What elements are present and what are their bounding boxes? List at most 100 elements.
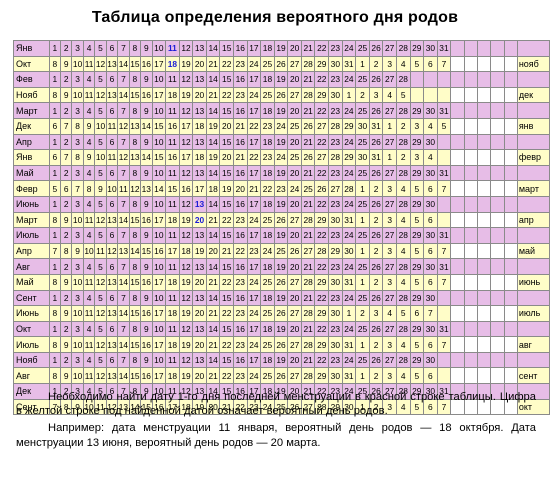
day-cell: 9 [140, 71, 153, 88]
day-cell: 23 [328, 71, 343, 88]
day-cell: 3 [71, 71, 84, 88]
day-cell: 29 [314, 336, 330, 353]
day-cell [436, 195, 452, 213]
day-cell: 27 [382, 71, 397, 88]
day-cell: 23 [233, 367, 248, 385]
day-cell [503, 273, 518, 291]
day-cell: 4 [82, 71, 96, 88]
day-cell: 10 [151, 289, 167, 307]
day-cell: 27 [382, 102, 397, 119]
day-cell: 7 [117, 320, 130, 338]
day-cell [450, 367, 465, 385]
day-cell: 31 [341, 211, 357, 229]
day-cell: 2 [368, 242, 384, 260]
day-cell: 6 [423, 180, 438, 197]
day-cell: 20 [192, 211, 207, 229]
day-cell: 2 [60, 351, 73, 369]
day-cell: 23 [328, 102, 343, 119]
day-cell: 15 [151, 149, 167, 166]
day-cell: 27 [287, 336, 302, 353]
day-cell: 24 [273, 149, 289, 166]
day-cell: 29 [409, 320, 425, 338]
day-cell: 25 [355, 133, 370, 151]
day-cell: 30 [423, 320, 438, 338]
day-cell [463, 55, 478, 73]
day-cell [450, 180, 465, 197]
day-cell [476, 211, 492, 229]
day-cell: 14 [151, 180, 167, 197]
day-cell: 20 [287, 289, 302, 307]
day-cell: 8 [128, 351, 142, 369]
day-cell: 6 [105, 133, 119, 151]
day-cell: 24 [246, 86, 262, 104]
day-cell: 20 [287, 102, 302, 119]
day-cell [490, 149, 505, 166]
day-cell [423, 71, 438, 88]
day-cell: 29 [409, 227, 425, 244]
day-cell: 1 [48, 164, 62, 182]
day-cell: 21 [233, 149, 248, 166]
day-cell: 30 [328, 336, 343, 353]
day-cell: 23 [328, 195, 343, 213]
day-cell: 10 [151, 40, 167, 57]
day-cell: 19 [273, 351, 289, 369]
day-cell: 7 [436, 242, 452, 260]
next-month-label: март [516, 180, 550, 197]
day-cell [450, 351, 465, 369]
day-cell: 12 [94, 336, 107, 353]
day-cell: 21 [205, 305, 221, 322]
day-cell: 4 [382, 305, 397, 322]
day-cell: 16 [140, 55, 153, 73]
day-cell: 21 [300, 227, 316, 244]
day-cell: 18 [260, 320, 275, 338]
day-cell: 16 [140, 273, 153, 291]
day-cell [463, 180, 478, 197]
day-cell [490, 195, 505, 213]
day-cell: 25 [300, 180, 316, 197]
day-cell: 28 [300, 367, 316, 385]
day-cell [436, 305, 452, 322]
day-cell: 3 [71, 40, 84, 57]
day-cell: 30 [423, 40, 438, 57]
day-cell: 22 [219, 55, 234, 73]
day-cell: 13 [117, 242, 130, 260]
day-cell: 26 [287, 398, 302, 416]
day-cell: 26 [314, 180, 330, 197]
day-cell: 20 [287, 71, 302, 88]
day-cell: 14 [128, 242, 142, 260]
day-cell: 6 [105, 320, 119, 338]
day-cell: 1 [355, 242, 370, 260]
day-cell: 20 [219, 149, 234, 166]
day-cell: 13 [105, 336, 119, 353]
day-cell: 4 [82, 195, 96, 213]
day-cell: 28 [395, 195, 411, 213]
day-cell: 5 [409, 367, 425, 385]
day-cell: 27 [382, 383, 397, 400]
day-cell: 28 [395, 133, 411, 151]
day-cell [463, 164, 478, 182]
day-cell: 14 [205, 289, 221, 307]
day-cell: 10 [151, 102, 167, 119]
day-cell: 28 [328, 117, 343, 135]
day-cell: 7 [117, 258, 130, 275]
day-cell [450, 55, 465, 73]
day-cell: 29 [409, 258, 425, 275]
day-cell: 10 [94, 149, 107, 166]
day-cell: 11 [165, 40, 180, 57]
day-cell [436, 133, 452, 151]
day-cell: 28 [300, 55, 316, 73]
day-cell: 7 [117, 351, 130, 369]
day-cell: 13 [192, 71, 207, 88]
day-cell: 4 [423, 117, 438, 135]
day-cell: 26 [368, 227, 384, 244]
day-cell: 26 [368, 164, 384, 182]
day-cell [476, 305, 492, 322]
day-cell: 1 [48, 71, 62, 88]
day-cell: 2 [60, 133, 73, 151]
day-cell: 25 [260, 336, 275, 353]
day-cell: 26 [273, 55, 289, 73]
day-cell: 10 [82, 398, 96, 416]
day-cell: 27 [382, 258, 397, 275]
day-cell [463, 117, 478, 135]
day-cell: 11 [165, 195, 180, 213]
